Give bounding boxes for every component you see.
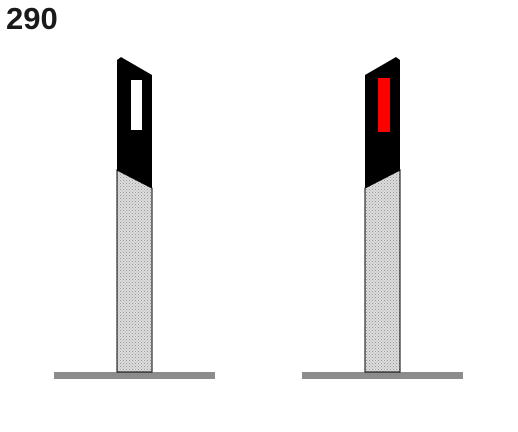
right-post-body <box>364 169 401 373</box>
right-delineator-post <box>302 57 463 379</box>
right-ground-line <box>302 372 463 379</box>
left-reflector <box>131 80 142 130</box>
left-ground-line <box>54 372 215 379</box>
left-delineator-post <box>54 57 215 379</box>
sign-code-label: 290 <box>6 1 58 36</box>
left-post-body <box>116 169 153 373</box>
right-reflector <box>378 78 390 132</box>
